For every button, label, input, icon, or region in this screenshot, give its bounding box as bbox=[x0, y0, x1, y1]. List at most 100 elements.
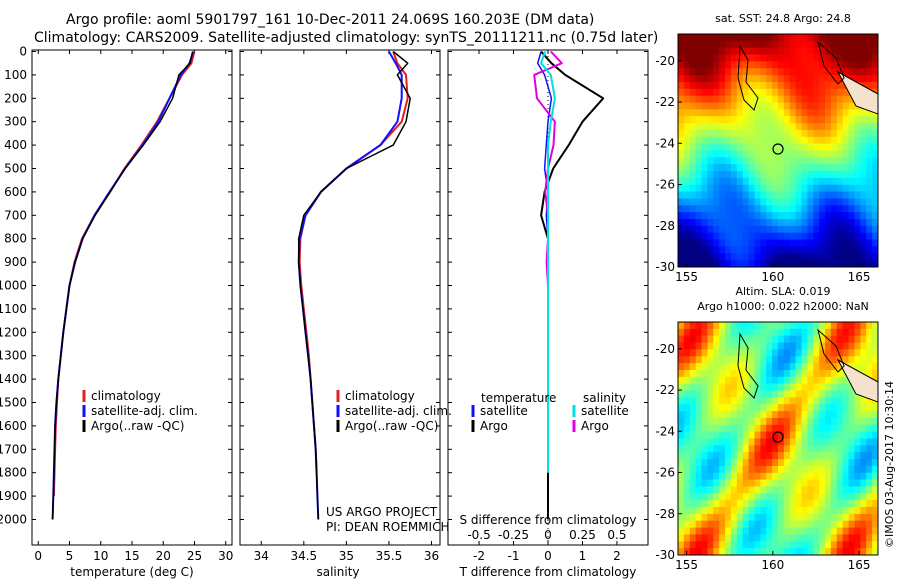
temp-y-tick-label: 1600 bbox=[0, 419, 27, 433]
temp-y-tick-label: 1000 bbox=[0, 279, 27, 293]
panel-frame bbox=[239, 49, 441, 546]
diff-s-tick-label: 0.5 bbox=[607, 528, 626, 542]
temp-satellite-line bbox=[51, 51, 195, 520]
temp-argo-line bbox=[51, 51, 194, 520]
diff-legend-sal-label: satellite bbox=[581, 404, 629, 418]
reef-outline bbox=[737, 44, 759, 111]
diff-s-tick-label: -0.5 bbox=[467, 528, 490, 542]
temp-y-tick-label: 300 bbox=[4, 115, 27, 129]
temp-y-tick-label: 1200 bbox=[0, 325, 27, 339]
sst-lat-tick-label: -30 bbox=[655, 260, 675, 274]
diff-sal-satellite-line bbox=[540, 51, 556, 473]
argo-float-marker bbox=[772, 431, 784, 443]
sal-satellite-line bbox=[297, 50, 403, 520]
figure-title-line2: Climatology: CARS2009. Satellite-adjuste… bbox=[34, 30, 659, 46]
diff-t-tick-label: -2 bbox=[473, 549, 485, 563]
sst-map-frame bbox=[677, 33, 879, 268]
diff-t-tick-label: 2 bbox=[613, 549, 621, 563]
sla-map-frame bbox=[677, 321, 879, 556]
project-note: US ARGO PROJECT bbox=[326, 505, 438, 519]
diff-legend-temp-label: Argo bbox=[480, 419, 508, 433]
sla-lon-tick-label: 155 bbox=[675, 558, 698, 572]
sla-map-subtitle: Argo h1000: 0.022 h2000: NaN bbox=[697, 300, 869, 313]
temp-y-tick-label: 1800 bbox=[0, 466, 27, 480]
diff-legend-temp-label: satellite bbox=[480, 404, 528, 418]
sla-map-title: Altim. SLA: 0.019 bbox=[735, 285, 830, 298]
land-outline bbox=[836, 358, 878, 403]
land-outline bbox=[836, 70, 878, 115]
reef-outline bbox=[817, 40, 845, 85]
sal-legend-label: satellite-adj. clim. bbox=[345, 404, 452, 418]
temp-y-tick-label: 1100 bbox=[0, 302, 27, 316]
temp-x-tick-label: 5 bbox=[66, 549, 74, 563]
sla-lat-tick-label: -30 bbox=[655, 548, 675, 562]
sla-map bbox=[677, 321, 879, 556]
temp-y-tick-label: 400 bbox=[4, 138, 27, 152]
sla-lon-tick-label: 160 bbox=[761, 558, 784, 572]
pi-note: PI: DEAN ROEMMICH bbox=[326, 520, 449, 534]
temp-y-tick-label: 900 bbox=[4, 255, 27, 269]
temp-y-tick-label: 100 bbox=[4, 68, 27, 82]
sst-map-title: sat. SST: 24.8 Argo: 24.8 bbox=[715, 12, 851, 25]
temp-legend-label: Argo(..raw -QC) bbox=[91, 419, 184, 433]
sla-map-field bbox=[678, 322, 878, 555]
sla-lat-tick-label: -28 bbox=[655, 507, 675, 521]
sst-lat-tick-label: -22 bbox=[655, 95, 675, 109]
sla-lat-tick-label: -22 bbox=[655, 383, 675, 397]
temp-x-tick-label: 15 bbox=[124, 549, 139, 563]
sal-legend-label: Argo(..raw -QC) bbox=[345, 419, 438, 433]
temp-y-tick-label: 200 bbox=[4, 91, 27, 105]
sst-lat-tick-label: -26 bbox=[655, 178, 675, 192]
panel-frame bbox=[31, 49, 233, 546]
sal-x-tick-label: 35.5 bbox=[376, 549, 403, 563]
sst-lon-tick-label: 165 bbox=[848, 270, 871, 284]
sst-lon-tick-label: 155 bbox=[675, 270, 698, 284]
temp-x-tick-label: 0 bbox=[34, 549, 42, 563]
argo-float-marker bbox=[772, 143, 784, 155]
temp-y-tick-label: 1400 bbox=[0, 372, 27, 386]
sal-x-tick-label: 34.5 bbox=[290, 549, 317, 563]
diff-t-tick-label: 0 bbox=[544, 549, 552, 563]
temp-x-tick-label: 25 bbox=[187, 549, 202, 563]
temp-x-tick-label: 30 bbox=[218, 549, 233, 563]
temp-y-tick-label: 1300 bbox=[0, 349, 27, 363]
sal-x-axis-label: salinity bbox=[316, 565, 359, 579]
temp-y-tick-label: 0 bbox=[19, 45, 27, 59]
diff-s-tick-label: 0 bbox=[544, 528, 552, 542]
sal-x-tick-label: 34 bbox=[254, 549, 269, 563]
sal-legend-label: climatology bbox=[345, 389, 415, 403]
temp-y-tick-label: 2000 bbox=[0, 513, 27, 527]
diff-legend-sal-title: salinity bbox=[583, 391, 626, 405]
sst-lon-tick-label: 160 bbox=[761, 270, 784, 284]
sst-lat-tick-label: -20 bbox=[655, 54, 675, 68]
temp-y-tick-label: 1500 bbox=[0, 396, 27, 410]
diff-t-tick-label: -1 bbox=[508, 549, 520, 563]
temp-y-tick-label: 600 bbox=[4, 185, 27, 199]
temp-legend-label: climatology bbox=[91, 389, 161, 403]
sst-lat-tick-label: -28 bbox=[655, 219, 675, 233]
temp-y-tick-label: 1700 bbox=[0, 442, 27, 456]
diff-legend-sal-label: Argo bbox=[581, 419, 609, 433]
diff-t-axis-label: T difference from climatology bbox=[459, 565, 637, 579]
sst-lat-tick-label: -24 bbox=[655, 136, 675, 150]
sla-lon-tick-label: 165 bbox=[848, 558, 871, 572]
figure-title-line1: Argo profile: aoml 5901797_161 10-Dec-20… bbox=[66, 12, 595, 28]
sla-lat-tick-label: -26 bbox=[655, 466, 675, 480]
diff-temp-satellite-line bbox=[536, 51, 553, 520]
sst-map bbox=[677, 33, 879, 268]
sal-x-tick-label: 35 bbox=[339, 549, 354, 563]
diff-t-tick-label: 1 bbox=[579, 549, 587, 563]
sal-x-tick-label: 36 bbox=[424, 549, 439, 563]
diff-s-tick-label: 0.25 bbox=[569, 528, 596, 542]
temp-x-tick-label: 10 bbox=[93, 549, 108, 563]
temp-legend-label: satellite-adj. clim. bbox=[91, 404, 198, 418]
sla-lat-tick-label: -20 bbox=[655, 342, 675, 356]
temp-x-axis-label: temperature (deg C) bbox=[70, 565, 193, 579]
diff-legend-temp-title: temperature bbox=[481, 391, 556, 405]
temp-x-tick-label: 20 bbox=[156, 549, 171, 563]
temp-y-tick-label: 700 bbox=[4, 208, 27, 222]
reef-outline bbox=[737, 332, 759, 399]
diff-s-tick-label: -0.25 bbox=[498, 528, 529, 542]
sla-lat-tick-label: -24 bbox=[655, 424, 675, 438]
